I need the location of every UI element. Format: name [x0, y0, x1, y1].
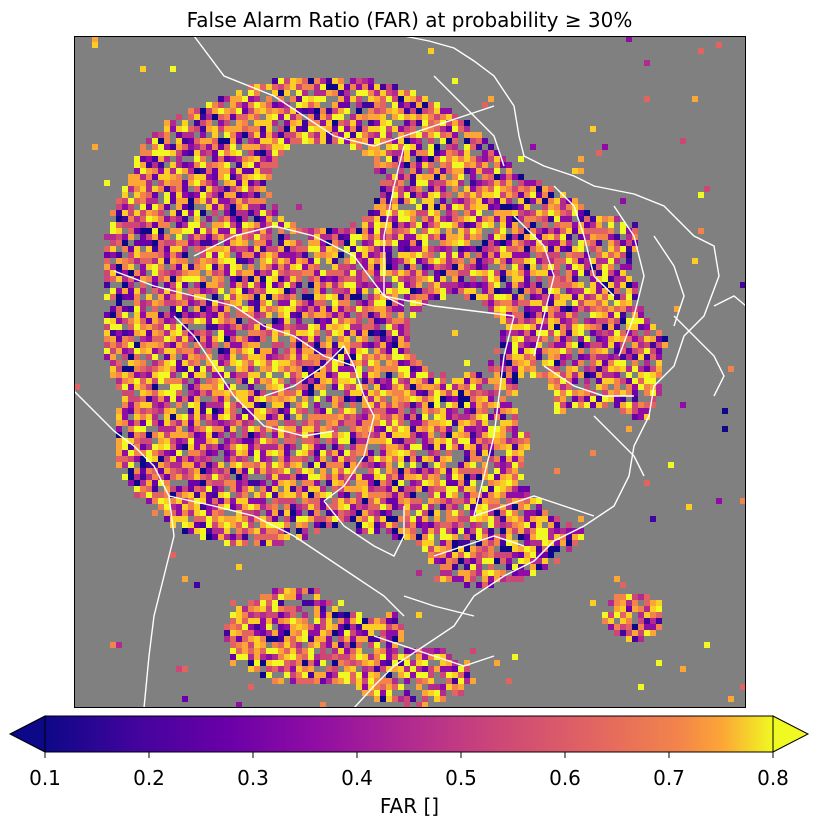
border-state-8: [653, 235, 685, 327]
border-state-7: [613, 205, 645, 357]
country-borders: [74, 36, 746, 708]
colorbar-tick-label: 0.4: [341, 766, 373, 790]
border-uruguay: [373, 635, 495, 667]
border-peru-brazil: [173, 315, 335, 437]
border-state-15: [673, 315, 725, 397]
colorbar-tick-label: 0.8: [757, 766, 789, 790]
colorbar-tick-label: 0.3: [237, 766, 269, 790]
map-frame: [74, 36, 746, 708]
colorbar: [8, 715, 810, 758]
border-guianas: [333, 105, 495, 147]
far-map: [74, 36, 746, 708]
map-title: False Alarm Ratio (FAR) at probability ≥…: [186, 8, 633, 32]
border-bolivia: [263, 344, 375, 502]
colorbar-tick-label: 0.7: [653, 766, 685, 790]
border-state-11: [433, 535, 525, 557]
coastline-brazil: [353, 36, 720, 708]
colorbar-extend-high: [772, 715, 810, 753]
colorbar-gradient: [45, 716, 773, 752]
border-state-5: [513, 215, 555, 357]
border-venezuela: [193, 36, 335, 137]
border-state-6: [553, 185, 615, 297]
border-colombia-peru: [113, 270, 295, 337]
border-state-12: [403, 595, 475, 617]
colorbar-tick-label: 0.5: [445, 766, 477, 790]
border-state-10: [473, 495, 595, 517]
border-state-16: [593, 415, 645, 477]
border-state-4: [473, 315, 515, 517]
border-state-3: [383, 295, 515, 317]
colorbar-label: FAR []: [379, 794, 440, 818]
colorbar-extend-low: [8, 715, 46, 753]
border-state-13: [433, 75, 505, 167]
colorbar-tick-label: 0.6: [549, 766, 581, 790]
border-argentina: [168, 495, 405, 617]
border-state-14: [293, 335, 355, 367]
border-state-2: [383, 145, 405, 296]
colorbar-tick-label: 0.1: [29, 766, 61, 790]
colorbar-tick-label: 0.2: [133, 766, 165, 790]
border-state-9: [543, 365, 634, 397]
island-coast: [713, 295, 746, 307]
border-paraguay: [323, 500, 405, 557]
